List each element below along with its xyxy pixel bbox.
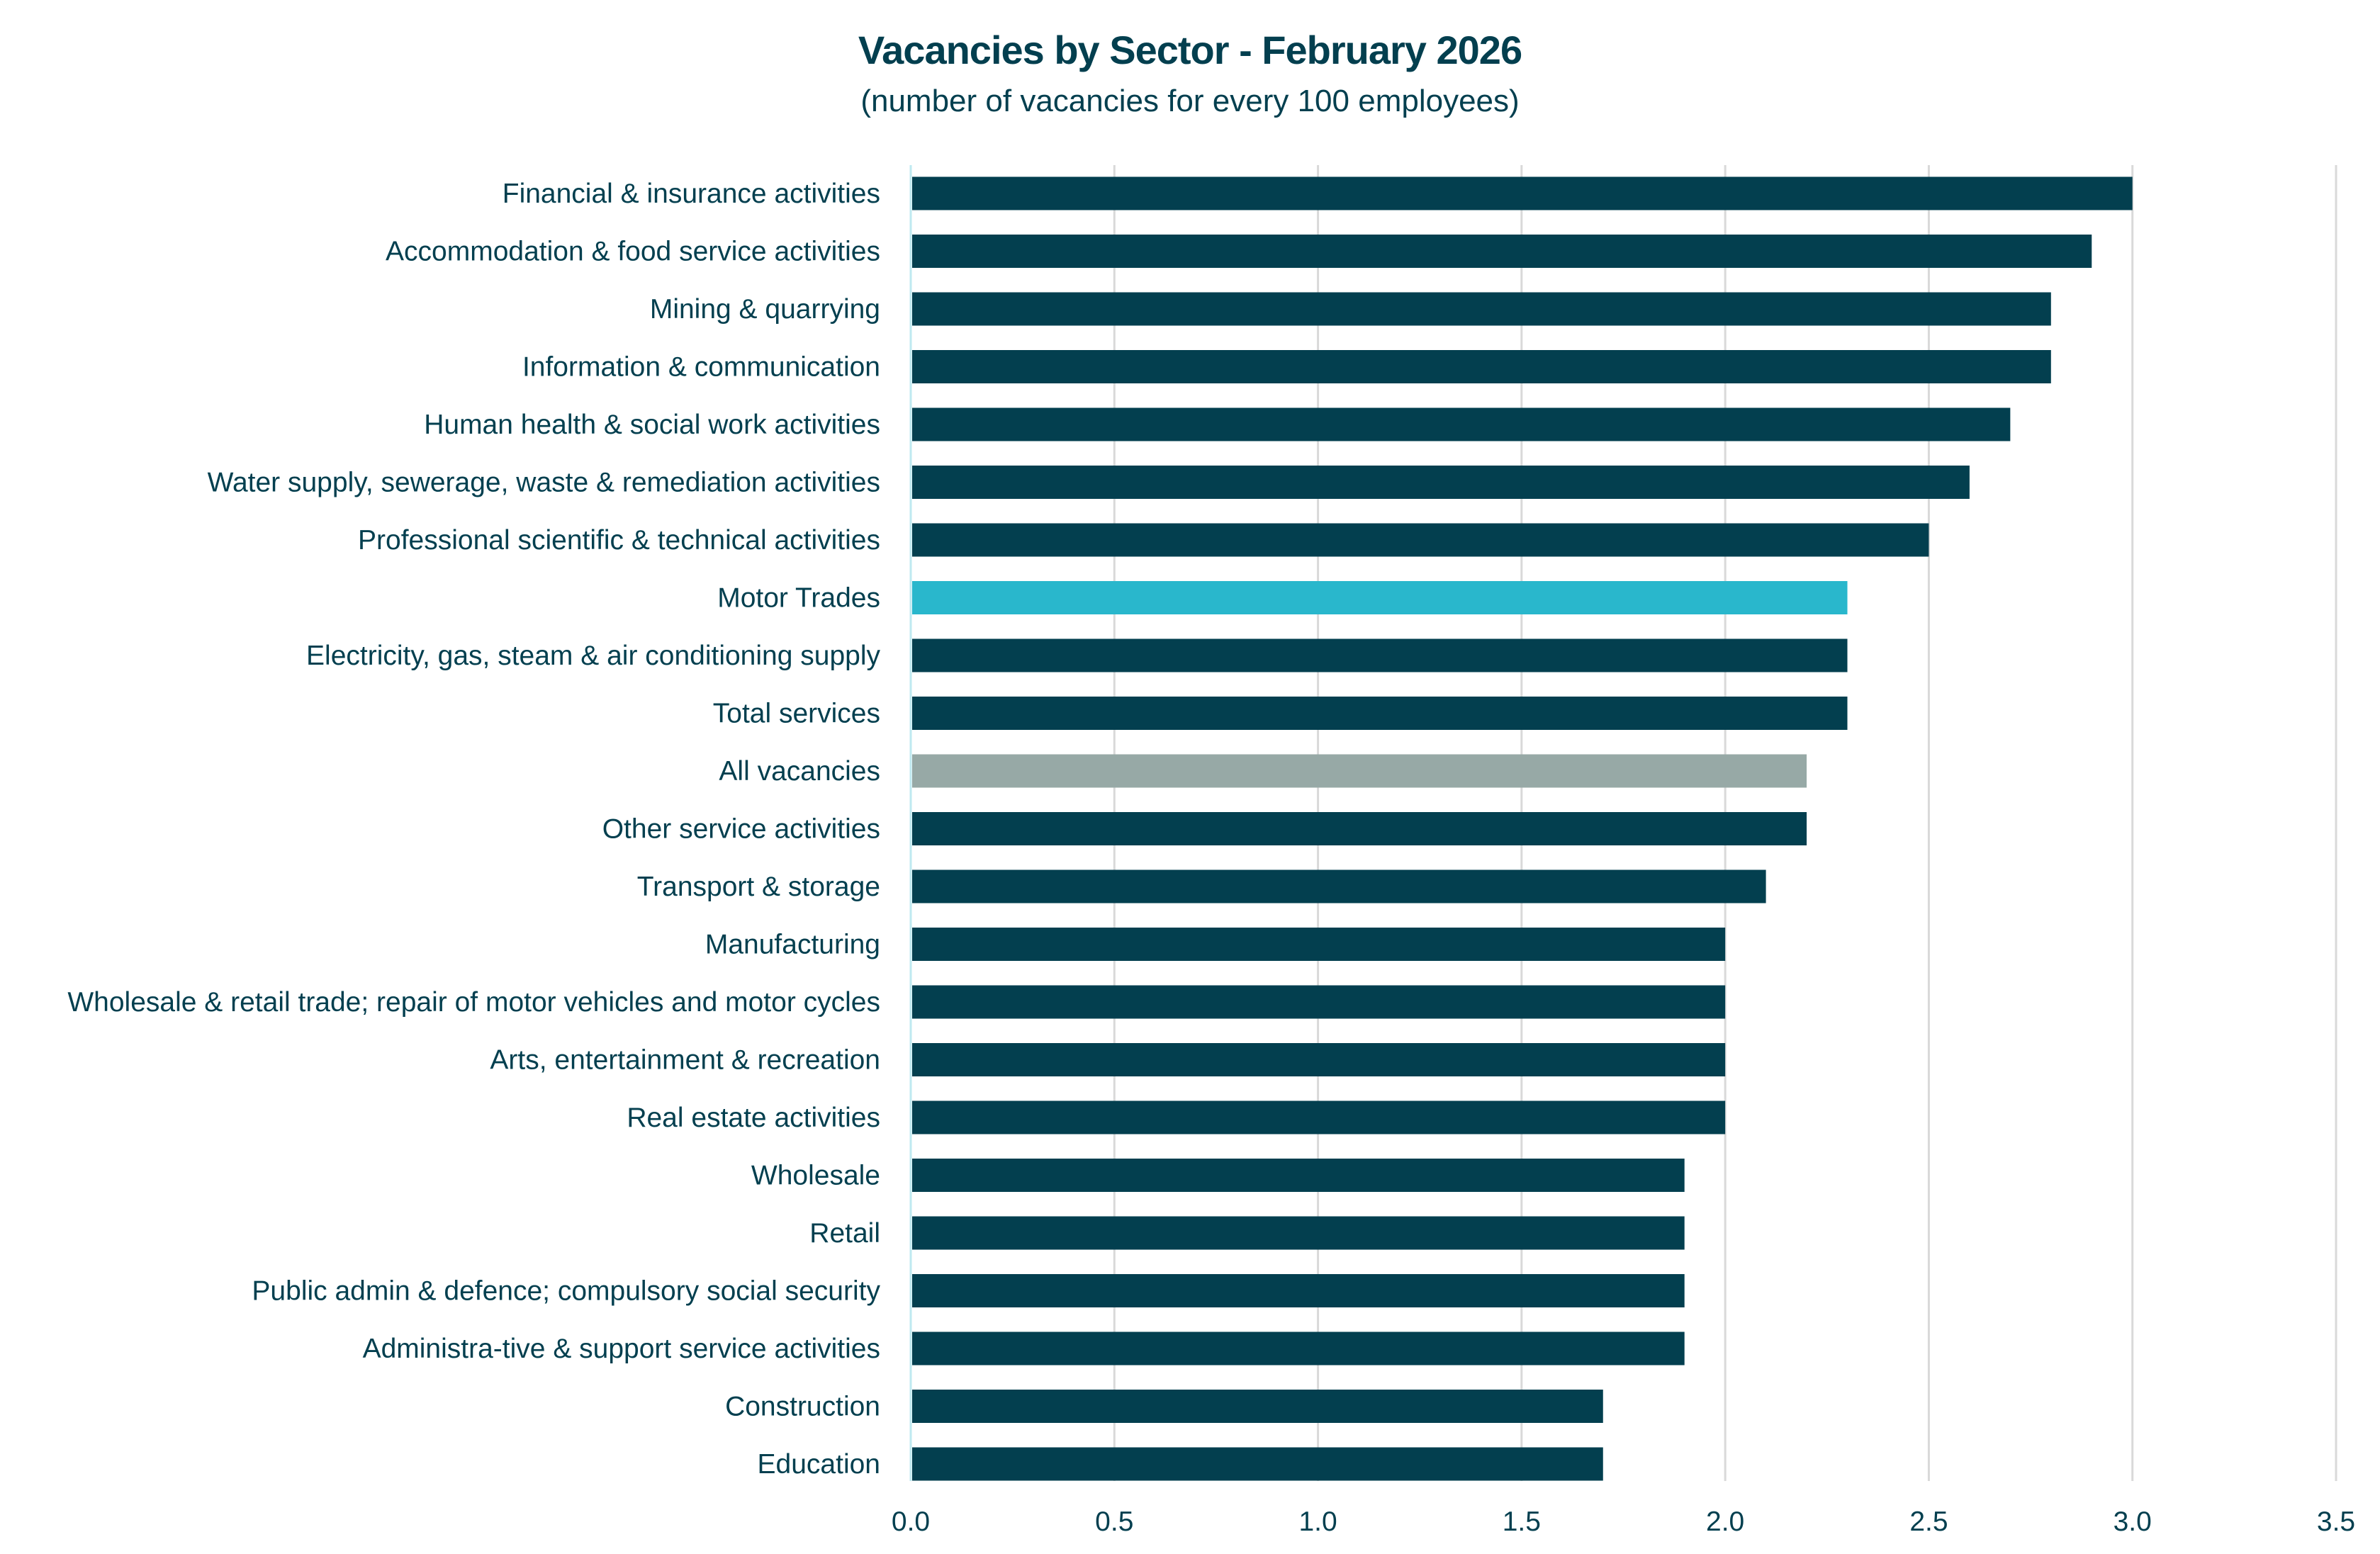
category-label: Motor Trades: [717, 583, 880, 614]
x-tick-label: 0.5: [1095, 1507, 1133, 1537]
bar: [912, 581, 1848, 614]
category-label: All vacancies: [719, 756, 880, 787]
bar: [912, 176, 2133, 210]
x-tick-label: 0.0: [892, 1507, 930, 1537]
category-label: Construction: [725, 1392, 880, 1422]
bar: [912, 928, 1726, 961]
category-label: Education: [758, 1449, 880, 1480]
category-label: Wholesale: [751, 1161, 880, 1191]
category-label: Arts, entertainment & recreation: [490, 1045, 880, 1076]
category-label: Electricity, gas, steam & air conditioni…: [306, 641, 880, 671]
bar: [912, 985, 1726, 1019]
category-label: Wholesale & retail trade; repair of moto…: [67, 987, 880, 1018]
x-tick-label: 1.0: [1298, 1507, 1337, 1537]
category-label: Public admin & defence; compulsory socia…: [252, 1276, 880, 1307]
bar: [912, 1216, 1685, 1250]
bar: [912, 466, 1970, 499]
category-label: Other service activities: [602, 814, 880, 845]
category-label: Total services: [713, 699, 880, 729]
category-label: Information & communication: [522, 352, 880, 383]
bar: [912, 1331, 1685, 1366]
bar: [912, 407, 2011, 441]
x-tick-label: 2.0: [1706, 1507, 1744, 1537]
category-label: Retail: [809, 1218, 880, 1249]
category-label: Accommodation & food service activities: [386, 237, 880, 267]
bar: [912, 523, 1929, 557]
chart-subtitle: (number of vacancies for every 100 emplo…: [860, 84, 1520, 118]
bar: [912, 1390, 1603, 1423]
category-label: Manufacturing: [705, 930, 880, 960]
bar: [912, 1447, 1603, 1481]
bar: [912, 235, 2092, 268]
category-label: Mining & quarrying: [650, 294, 880, 325]
bar: [912, 292, 2051, 326]
category-label: Administra-tive & support service activi…: [363, 1334, 880, 1364]
category-label: Real estate activities: [627, 1103, 880, 1133]
bar: [912, 1159, 1685, 1192]
category-label: Professional scientific & technical acti…: [358, 525, 880, 556]
x-tick-label: 2.5: [1909, 1507, 1948, 1537]
chart-title: Vacancies by Sector - February 2026: [858, 28, 1522, 72]
x-tick-label: 1.5: [1503, 1507, 1541, 1537]
bar: [912, 350, 2051, 383]
category-label: Human health & social work activities: [424, 410, 880, 440]
bar: [912, 812, 1807, 845]
bar: [912, 1274, 1685, 1307]
bar: [912, 638, 1848, 672]
bar: [912, 1100, 1726, 1134]
category-label: Water supply, sewerage, waste & remediat…: [208, 468, 880, 498]
x-tick-label: 3.5: [2317, 1507, 2355, 1537]
bar: [912, 1043, 1726, 1076]
bar: [912, 754, 1807, 788]
bar: [912, 869, 1766, 903]
category-label: Transport & storage: [637, 872, 880, 902]
x-tick-label: 3.0: [2114, 1507, 2152, 1537]
bar: [912, 697, 1848, 730]
category-label: Financial & insurance activities: [503, 179, 880, 209]
